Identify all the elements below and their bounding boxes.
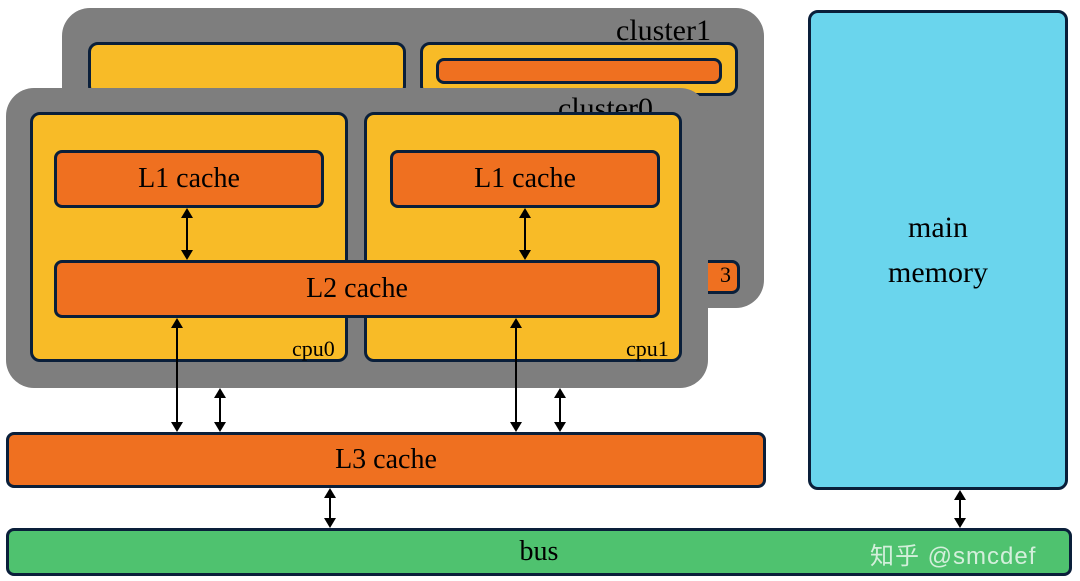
arrows-layer [0,0,1080,581]
watermark: 知乎 @smcdef [870,536,1036,571]
